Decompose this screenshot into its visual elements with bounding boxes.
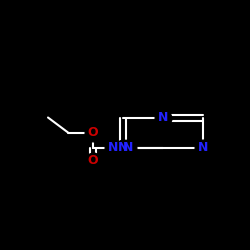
Text: O: O xyxy=(88,126,98,139)
Text: O: O xyxy=(88,154,98,167)
Text: N: N xyxy=(108,141,118,154)
Text: N: N xyxy=(198,141,208,154)
Text: N: N xyxy=(158,111,168,124)
Text: N: N xyxy=(118,141,128,154)
Text: N: N xyxy=(123,141,133,154)
